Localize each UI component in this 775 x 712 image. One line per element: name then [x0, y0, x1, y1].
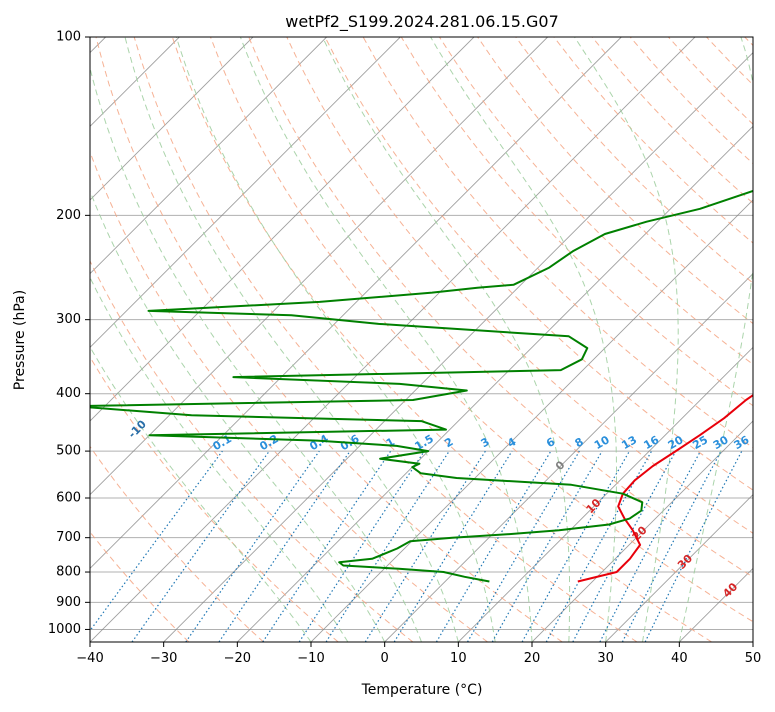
- isotherm-line: [237, 37, 775, 642]
- x-axis-label: Temperature (°C): [361, 682, 483, 698]
- isotherm-line: [679, 37, 775, 642]
- isotherm-line: [385, 37, 775, 642]
- background-lines: [0, 37, 775, 642]
- dry-adiabat-line: [554, 37, 775, 642]
- x-tick-label: −30: [150, 651, 177, 666]
- x-tick-label: 30: [597, 651, 614, 666]
- y-tick-label: 900: [56, 595, 81, 610]
- x-tick-label: 40: [671, 651, 688, 666]
- temperature-profile: [578, 37, 775, 582]
- mixing-ratio-line: [600, 451, 701, 642]
- moist-adiabat-line: [176, 37, 495, 642]
- x-tick-label: −10: [297, 651, 324, 666]
- dry-adiabat-line: [592, 37, 775, 642]
- mixing-ratio-label: 0.4: [307, 432, 331, 453]
- isotherm-line: [0, 37, 327, 642]
- mixing-ratio-label: 1: [384, 435, 397, 450]
- dry-adiabat-line: [0, 37, 264, 642]
- x-tick-label: 10: [450, 651, 467, 666]
- mixing-ratio-line: [299, 451, 424, 642]
- moist-adiabat-line: [323, 37, 570, 642]
- moist-adiabat-line: [17, 37, 348, 642]
- isotherm-label: 0: [553, 458, 568, 473]
- x-tick-label: 50: [745, 651, 762, 666]
- x-tick-label: −40: [76, 651, 103, 666]
- isotherm-line: [0, 37, 548, 642]
- y-tick-label: 300: [56, 312, 81, 327]
- y-axis-label: Pressure (hPa): [12, 290, 28, 390]
- isotherm-line: [0, 37, 474, 642]
- mixing-ratio-label: 3: [479, 435, 492, 450]
- isotherm-line: [311, 37, 775, 642]
- mixing-ratio-label: 16: [641, 433, 661, 452]
- isotherm-line: [458, 37, 775, 642]
- moist-adiabat-line: [679, 37, 760, 642]
- y-tick-label: 1000: [48, 622, 81, 637]
- dry-adiabat-line: [707, 37, 775, 642]
- mixing-ratio-label: 0.1: [210, 432, 233, 453]
- mixing-ratio-label: 36: [732, 433, 752, 452]
- mixing-ratio-label: 2: [442, 435, 455, 450]
- mixing-ratio-line: [522, 451, 629, 642]
- mixing-ratio-line: [219, 451, 350, 642]
- dry-adiabat-line: [745, 37, 775, 642]
- isotherm-label: 10: [584, 496, 604, 516]
- isotherm-label: 30: [675, 552, 695, 572]
- y-tick-label: 500: [56, 444, 81, 459]
- x-tick-label: 20: [524, 651, 541, 666]
- isotherm-line: [0, 37, 400, 642]
- isotherm-line: [16, 37, 621, 642]
- mixing-ratio-line: [326, 451, 449, 642]
- mixing-ratio-line: [365, 451, 485, 642]
- isotherm-line: [0, 37, 253, 642]
- isotherm-label: 20: [630, 523, 650, 543]
- dry-adiabat-line: [0, 37, 189, 642]
- chart-title: wetPf2_S199.2024.281.06.15.G07: [285, 12, 559, 32]
- mixing-ratio-line: [82, 451, 223, 642]
- isotherm-line: [753, 37, 775, 642]
- y-tick-label: 600: [56, 491, 81, 506]
- moist-adiabat-line: [240, 37, 532, 642]
- x-tick-label: 0: [381, 651, 389, 666]
- mixing-ratio-label: 0.2: [257, 432, 280, 453]
- mixing-ratio-label: 4: [505, 435, 518, 450]
- y-tick-label: 400: [56, 386, 81, 401]
- mixing-ratio-line: [573, 451, 676, 642]
- dry-adiabat-line: [134, 37, 637, 642]
- mixing-ratio-label: 20: [666, 433, 686, 452]
- y-tick-label: 100: [56, 30, 81, 45]
- mixing-ratio-label: 30: [711, 433, 731, 452]
- x-tick-label: −20: [224, 651, 251, 666]
- dry-adiabat-line: [58, 37, 488, 642]
- dry-adiabat-line: [20, 37, 413, 642]
- dry-adiabat-label: -10: [126, 417, 149, 440]
- dry-adiabat-line: [516, 37, 775, 642]
- mixing-ratio-label: 13: [619, 433, 639, 452]
- y-tick-label: 800: [56, 565, 81, 580]
- moist-adiabat-line: [125, 37, 458, 642]
- y-tick-label: 200: [56, 208, 81, 223]
- mixing-ratio-line: [263, 451, 391, 642]
- dry-adiabat-line: [0, 37, 338, 642]
- mixing-ratio-label: 10: [592, 433, 612, 452]
- plot-frame: [90, 37, 753, 642]
- y-tick-label: 700: [56, 530, 81, 545]
- moist-adiabat-line: [0, 37, 311, 642]
- moist-adiabat-line: [575, 37, 679, 642]
- dry-adiabat-line: [668, 37, 775, 642]
- isotherm-label: 40: [720, 580, 740, 600]
